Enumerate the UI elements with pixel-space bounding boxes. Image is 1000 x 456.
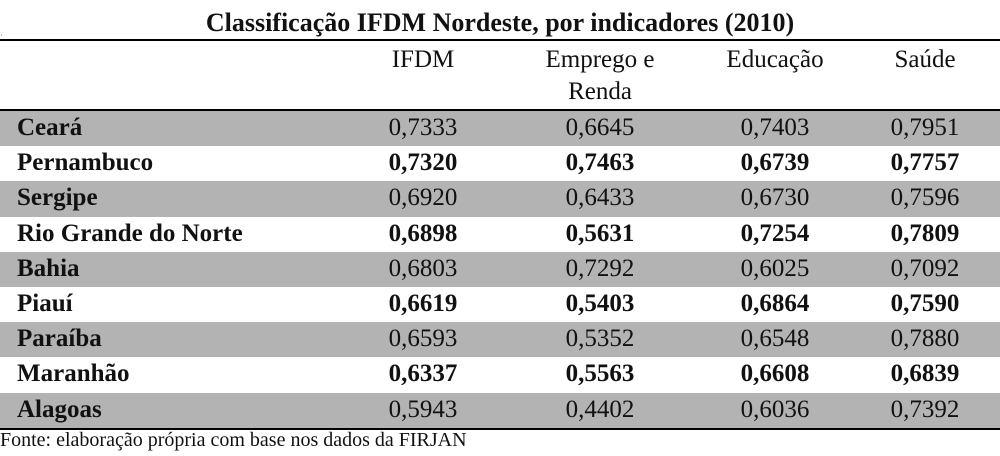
table-row: Ceará 0,7333 0,6645 0,7403 0,7951 xyxy=(0,111,1000,147)
saude-value: 0,7951 xyxy=(890,114,960,141)
corner-mark: · xyxy=(0,30,3,40)
educacao-value: 0,6025 xyxy=(740,254,810,282)
saude-value: 0,6839 xyxy=(890,360,960,388)
table-body: Ceará 0,7333 0,6645 0,7403 0,7951 Pernam… xyxy=(0,111,1000,428)
table-row: Paraíba 0,6593 0,5352 0,6548 0,7880 xyxy=(0,322,1000,358)
state-name: Alagoas xyxy=(17,395,102,423)
saude-value: 0,7809 xyxy=(890,219,960,247)
table-row: Maranhão 0,6337 0,5563 0,6608 0,6839 xyxy=(0,357,1000,392)
emprego-value: 0,7463 xyxy=(565,149,635,177)
header-emprego-line1: Emprego e xyxy=(545,46,655,73)
saude-value: 0,7392 xyxy=(890,395,960,423)
educacao-value: 0,7254 xyxy=(740,219,810,247)
saude-value: 0,7590 xyxy=(890,289,960,317)
table-title: Classificação IFDM Nordeste, por indicad… xyxy=(205,8,795,37)
emprego-value: 0,7292 xyxy=(565,254,635,282)
emprego-value: 0,4402 xyxy=(565,395,635,423)
state-name: Sergipe xyxy=(17,184,98,212)
header-ifdm: IFDM xyxy=(391,46,455,73)
table-row: Alagoas 0,5943 0,4402 0,6036 0,7392 xyxy=(0,392,1000,428)
ifdm-value: 0,7333 xyxy=(388,114,458,141)
saude-value: 0,7880 xyxy=(890,325,960,353)
educacao-value: 0,6608 xyxy=(740,360,810,388)
state-name: Maranhão xyxy=(17,360,130,388)
educacao-value: 0,6864 xyxy=(740,289,810,317)
ifdm-value: 0,6898 xyxy=(388,219,458,247)
header-saude: Saúde xyxy=(894,46,956,73)
state-name: Rio Grande do Norte xyxy=(17,219,243,247)
saude-value: 0,7596 xyxy=(890,184,960,212)
emprego-value: 0,6433 xyxy=(565,184,635,212)
emprego-value: 0,5563 xyxy=(565,360,635,388)
state-name: Bahia xyxy=(17,254,80,282)
saude-value: 0,7092 xyxy=(890,254,960,282)
table-row: Rio Grande do Norte 0,6898 0,5631 0,7254… xyxy=(0,217,1000,252)
educacao-value: 0,6036 xyxy=(740,395,810,423)
table-row: Piauí 0,6619 0,5403 0,6864 0,7590 xyxy=(0,287,1000,322)
table-row: Sergipe 0,6920 0,6433 0,6730 0,7596 xyxy=(0,181,1000,217)
state-name: Piauí xyxy=(17,289,73,317)
educacao-value: 0,6739 xyxy=(740,149,810,177)
table-header: IFDM Emprego e Renda Educação Saúde xyxy=(0,41,1000,109)
top-rule xyxy=(0,39,1000,41)
ifdm-value: 0,6337 xyxy=(388,360,458,388)
header-emprego-line2: Renda xyxy=(568,78,632,105)
table-row: Bahia 0,6803 0,7292 0,6025 0,7092 xyxy=(0,251,1000,287)
header-educacao: Educação xyxy=(726,46,824,73)
bottom-rule xyxy=(0,428,1000,430)
header-emprego-renda: Emprego e Renda xyxy=(520,44,680,108)
ifdm-value: 0,6920 xyxy=(388,184,458,212)
header-rule xyxy=(0,109,1000,111)
educacao-value: 0,7403 xyxy=(740,114,810,141)
saude-value: 0,7757 xyxy=(890,149,960,177)
educacao-value: 0,6730 xyxy=(740,184,810,212)
ifdm-value: 0,5943 xyxy=(388,395,458,423)
educacao-value: 0,6548 xyxy=(740,325,810,353)
state-name: Pernambuco xyxy=(17,149,154,177)
ifdm-value: 0,6619 xyxy=(388,289,458,317)
state-name: Ceará xyxy=(17,114,83,141)
state-name: Paraíba xyxy=(17,325,102,353)
table-row: Pernambuco 0,7320 0,7463 0,6739 0,7757 xyxy=(0,146,1000,181)
emprego-value: 0,5403 xyxy=(565,289,635,317)
ifdm-value: 0,6803 xyxy=(388,254,458,282)
emprego-value: 0,5631 xyxy=(565,219,635,247)
emprego-value: 0,5352 xyxy=(565,325,635,353)
emprego-value: 0,6645 xyxy=(565,114,635,141)
source-note: Fonte: elaboração própria com base nos d… xyxy=(0,429,467,451)
ifdm-value: 0,7320 xyxy=(388,149,458,177)
ifdm-value: 0,6593 xyxy=(388,325,458,353)
